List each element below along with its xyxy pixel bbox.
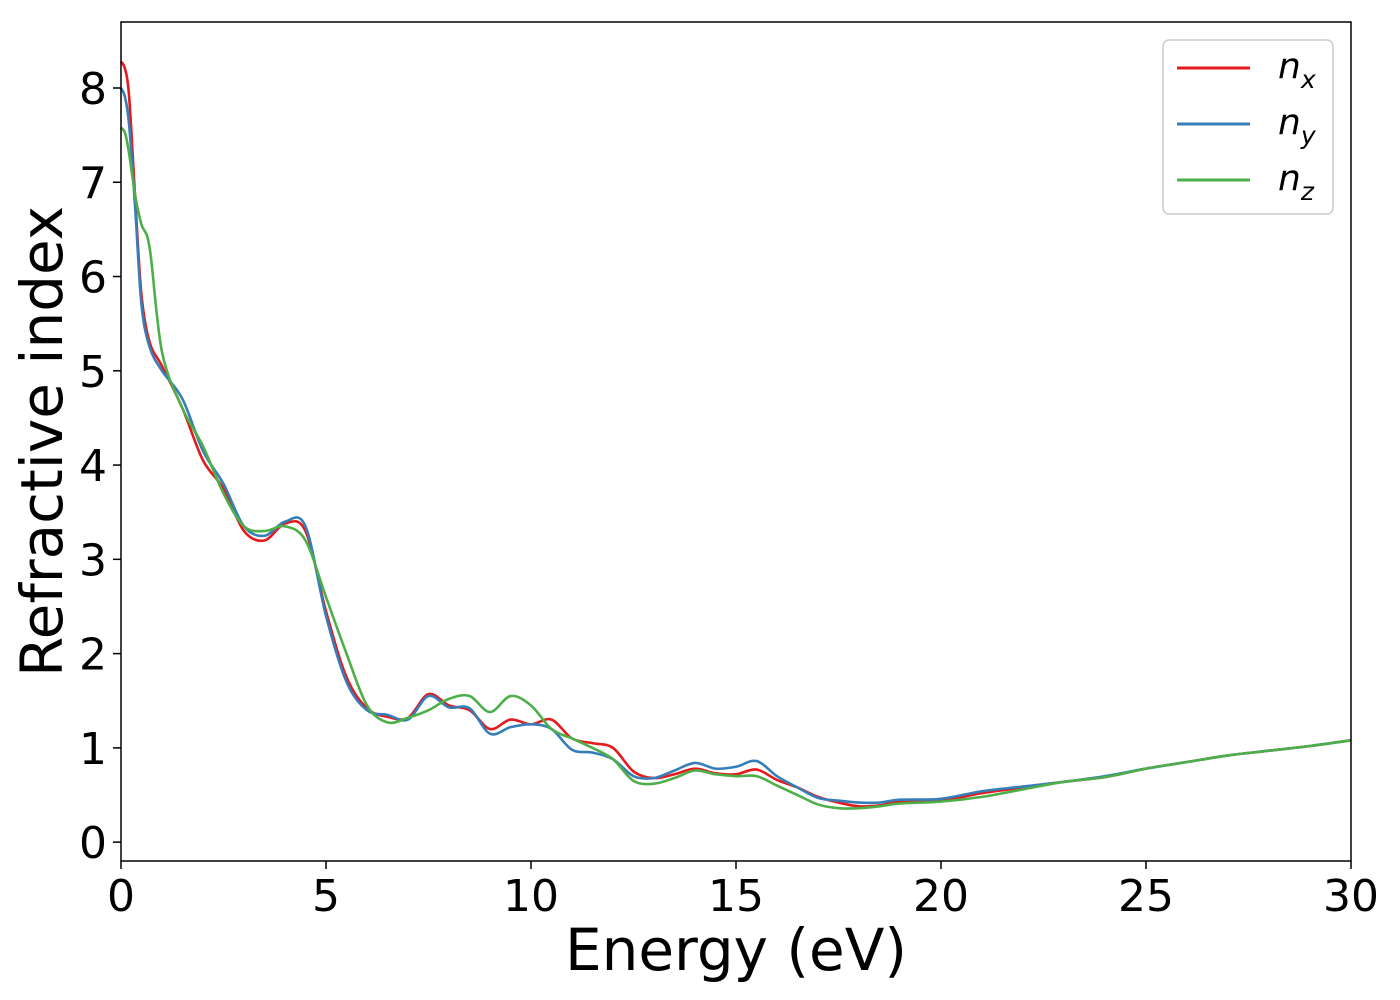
series-layer xyxy=(119,60,1352,810)
legend-label-z: nz xyxy=(1278,158,1315,206)
legend-box xyxy=(1162,39,1334,215)
x-axis-label: Energy (eV) xyxy=(565,916,907,984)
y-tick-label: 8 xyxy=(79,64,107,115)
y-axis-ticks: 0 1 2 3 4 5 6 7 8 xyxy=(79,64,121,869)
y-tick-label: 3 xyxy=(79,535,107,586)
legend-label-x: nx xyxy=(1278,46,1316,94)
x-axis-ticks: 0 5 10 15 20 25 30 xyxy=(107,861,1379,922)
legend-label-y: ny xyxy=(1278,102,1317,150)
y-tick-label: 2 xyxy=(79,630,107,681)
x-tick-label: 10 xyxy=(503,871,559,922)
x-tick-label: 0 xyxy=(107,871,135,922)
x-tick-label: 15 xyxy=(708,871,764,922)
x-tick-label: 20 xyxy=(913,871,969,922)
x-tick-label: 5 xyxy=(312,871,340,922)
y-tick-label: 4 xyxy=(79,441,107,492)
legend: nx ny nz xyxy=(1162,39,1334,215)
series-line-z xyxy=(119,126,1352,810)
y-tick-label: 6 xyxy=(79,253,107,304)
y-tick-label: 0 xyxy=(79,818,107,869)
x-tick-label: 25 xyxy=(1118,871,1174,922)
y-tick-label: 5 xyxy=(79,347,107,398)
y-axis-label: Refractive index xyxy=(8,206,76,677)
x-tick-label: 30 xyxy=(1323,871,1379,922)
y-tick-label: 1 xyxy=(79,724,107,775)
y-tick-label: 7 xyxy=(79,158,107,209)
